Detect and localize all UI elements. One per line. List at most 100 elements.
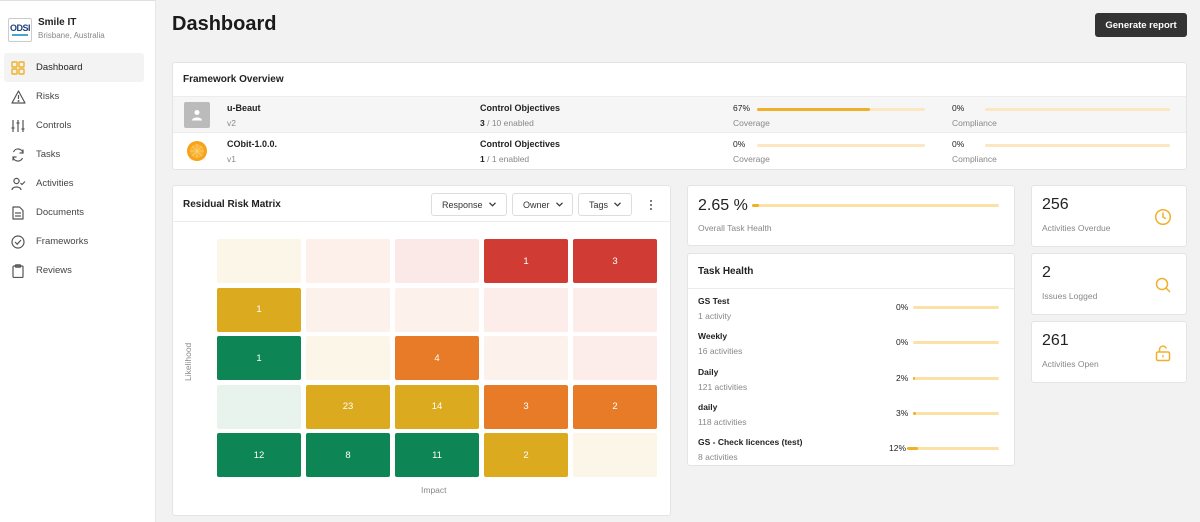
clock-icon <box>1154 208 1172 226</box>
risk-matrix-cell[interactable]: 1 <box>484 239 568 283</box>
chevron-down-icon <box>614 202 621 207</box>
org-header[interactable]: ODSI Smile IT Brisbane, Australia <box>0 1 155 47</box>
risk-matrix-cell <box>395 239 479 283</box>
sidebar-item-label: Controls <box>36 120 72 131</box>
overall-task-health-value: 2.65 % <box>698 197 748 214</box>
risk-matrix-cell[interactable]: 3 <box>573 239 657 283</box>
sidebar-item-controls[interactable]: Controls <box>4 111 144 140</box>
compliance-label: Compliance <box>952 154 997 164</box>
framework-name: u-Beaut <box>227 103 261 113</box>
sidebar-item-label: Tasks <box>36 149 61 160</box>
risk-matrix-card: Residual Risk Matrix Response Owner Tags… <box>172 185 671 516</box>
framework-name: CObit-1.0.0. <box>227 139 278 149</box>
risk-matrix-cell[interactable]: 8 <box>306 433 390 477</box>
task-health-row[interactable]: Weekly 16 activities 0% <box>688 325 1014 360</box>
task-name: daily <box>698 402 718 412</box>
compliance-bar <box>985 108 1170 111</box>
activities-overdue-card[interactable]: 256 Activities Overdue <box>1031 185 1187 247</box>
generate-report-button[interactable]: Generate report <box>1095 13 1187 37</box>
task-name: GS Test <box>698 296 730 306</box>
task-health-bar <box>913 377 999 380</box>
risk-matrix-cell[interactable]: 2 <box>484 433 568 477</box>
sidebar-item-label: Dashboard <box>36 62 83 73</box>
risk-matrix-cell <box>306 239 390 283</box>
task-health-bar <box>907 447 999 450</box>
dashboard-grid-icon <box>10 60 26 76</box>
risk-matrix-cell <box>484 287 568 332</box>
framework-avatar <box>184 138 210 164</box>
sliders-icon <box>10 118 26 134</box>
sidebar-item-tasks[interactable]: Tasks <box>4 140 144 169</box>
task-name: GS - Check licences (test) <box>698 437 803 447</box>
stat-value: 2 <box>1042 264 1051 281</box>
stat-value: 261 <box>1042 332 1069 349</box>
task-health-percent: 0% <box>896 337 909 347</box>
sidebar-item-dashboard[interactable]: Dashboard <box>4 53 144 82</box>
framework-row[interactable]: CObit-1.0.0. v1 Control Objectives 1 / 1… <box>173 132 1186 168</box>
framework-row[interactable]: u-Beaut v2 Control Objectives 3 / 10 ena… <box>173 96 1186 132</box>
task-name: Weekly <box>698 331 728 341</box>
task-health-row[interactable]: Daily 121 activities 2% <box>688 361 1014 396</box>
risk-matrix-cell[interactable]: 23 <box>306 384 390 429</box>
task-health-percent: 3% <box>896 408 909 418</box>
sidebar-item-risks[interactable]: Risks <box>4 82 144 111</box>
sidebar-item-activities[interactable]: Activities <box>4 169 144 198</box>
response-filter-dropdown[interactable]: Response <box>431 193 507 216</box>
task-health-row[interactable]: GS - Check licences (test) 8 activities … <box>688 431 1014 466</box>
tags-filter-dropdown[interactable]: Tags <box>578 193 632 216</box>
risk-matrix-cell[interactable]: 1 <box>217 287 301 332</box>
risk-matrix-cell <box>573 433 657 477</box>
risk-matrix-cell[interactable]: 4 <box>395 336 479 380</box>
overall-task-health-bar <box>752 204 999 207</box>
chevron-down-icon <box>488 202 496 207</box>
task-activity-count: 8 activities <box>698 452 738 462</box>
clipboard-icon <box>10 263 26 279</box>
issues-logged-card[interactable]: 2 Issues Logged <box>1031 253 1187 315</box>
task-health-title: Task Health <box>698 266 754 277</box>
sidebar-item-label: Risks <box>36 91 60 102</box>
org-location: Brisbane, Australia <box>38 31 105 40</box>
chevron-down-icon <box>555 202 563 207</box>
coverage-label: Coverage <box>733 118 770 128</box>
risk-matrix-cell[interactable]: 14 <box>395 384 479 429</box>
task-name: Daily <box>698 367 719 377</box>
compliance-bar <box>985 144 1170 147</box>
sidebar: ODSI Smile IT Brisbane, Australia Dashbo… <box>0 0 156 522</box>
task-health-bar <box>913 306 999 309</box>
sidebar-item-label: Reviews <box>36 265 72 276</box>
framework-version: v1 <box>227 154 236 164</box>
risk-matrix-cell[interactable]: 11 <box>395 433 479 477</box>
user-check-icon <box>10 176 26 192</box>
sidebar-item-label: Frameworks <box>36 236 89 247</box>
sidebar-item-reviews[interactable]: Reviews <box>4 256 144 285</box>
sidebar-item-label: Documents <box>36 207 85 218</box>
risk-matrix-cell[interactable]: 2 <box>573 384 657 429</box>
warning-icon <box>10 89 26 105</box>
control-objectives-label: Control Objectives <box>480 103 561 113</box>
compliance-label: Compliance <box>952 118 997 128</box>
sidebar-item-documents[interactable]: Documents <box>4 198 144 227</box>
task-health-row[interactable]: daily 118 activities 3% <box>688 396 1014 431</box>
overall-task-health-card: 2.65 % Overall Task Health <box>687 185 1015 246</box>
control-objectives-label: Control Objectives <box>480 139 561 149</box>
risk-matrix-cell[interactable]: 12 <box>217 433 301 477</box>
stat-label: Issues Logged <box>1042 291 1098 301</box>
stat-label: Activities Open <box>1042 359 1099 369</box>
risk-matrix-cell <box>217 384 301 429</box>
task-health-bar <box>913 412 999 415</box>
owner-filter-dropdown[interactable]: Owner <box>512 193 573 216</box>
unlock-icon <box>1155 345 1171 362</box>
risk-matrix-cell[interactable]: 3 <box>484 384 568 429</box>
coverage-bar <box>757 144 925 147</box>
task-activity-count: 1 activity <box>698 311 732 321</box>
sidebar-item-frameworks[interactable]: Frameworks <box>4 227 144 256</box>
likelihood-axis-label: Likelihood <box>183 342 193 381</box>
activities-open-card[interactable]: 261 Activities Open <box>1031 321 1187 383</box>
more-options-icon[interactable] <box>645 197 657 213</box>
task-health-row[interactable]: GS Test 1 activity 0% <box>688 290 1014 325</box>
risk-matrix-cell[interactable]: 1 <box>217 336 301 380</box>
risk-matrix-cell <box>573 287 657 332</box>
check-circle-icon <box>10 234 26 250</box>
objectives-enabled: 1 / 1 enabled <box>480 154 530 164</box>
stat-label: Activities Overdue <box>1042 223 1111 233</box>
